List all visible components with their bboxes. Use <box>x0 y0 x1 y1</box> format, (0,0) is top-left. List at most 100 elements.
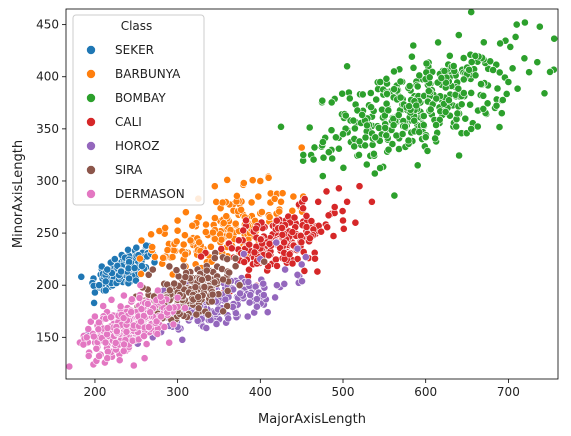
point-bombay <box>533 58 542 67</box>
point-cali <box>343 197 351 206</box>
point-bombay <box>546 68 554 76</box>
point-barbunya <box>179 240 188 249</box>
point-horoz <box>221 295 230 304</box>
point-bombay <box>525 68 533 77</box>
point-bombay <box>496 39 504 48</box>
point-bombay <box>328 154 337 163</box>
point-sira <box>200 283 209 291</box>
point-barbunya <box>270 194 279 203</box>
point-dermason <box>169 320 178 329</box>
y-tick-label: 450 <box>36 18 59 32</box>
point-bombay <box>382 74 391 83</box>
point-bombay <box>382 99 391 108</box>
legend-label: BOMBAY <box>115 91 166 105</box>
point-cali <box>272 216 281 225</box>
point-horoz <box>246 291 255 299</box>
y-tick-label: 400 <box>36 70 59 84</box>
point-cali <box>252 224 260 233</box>
point-bombay <box>277 122 285 131</box>
point-bombay <box>467 8 476 16</box>
point-cali <box>217 244 226 253</box>
point-cali <box>197 252 205 261</box>
point-bombay <box>398 130 407 138</box>
point-bombay <box>409 41 418 50</box>
point-bombay <box>454 84 463 93</box>
point-bombay <box>349 116 358 125</box>
point-bombay <box>318 96 327 105</box>
point-cali <box>311 254 319 263</box>
point-cali <box>285 250 294 259</box>
point-bombay <box>376 164 384 172</box>
point-sira <box>170 279 179 288</box>
point-dermason <box>107 295 116 304</box>
point-cali <box>245 240 254 249</box>
point-bombay <box>506 43 515 51</box>
point-dermason <box>157 312 165 321</box>
point-sira <box>231 262 240 271</box>
point-cali <box>240 258 249 266</box>
point-horoz <box>272 281 281 290</box>
point-bombay <box>493 84 502 93</box>
point-dermason <box>144 323 153 331</box>
point-dermason <box>92 344 101 353</box>
point-cali <box>234 236 243 245</box>
point-barbunya <box>173 216 182 225</box>
point-dermason <box>84 351 93 360</box>
point-bombay <box>465 65 473 74</box>
point-barbunya <box>223 175 232 184</box>
y-tick-label: 200 <box>36 278 59 292</box>
point-horoz <box>243 312 252 321</box>
point-bombay <box>339 130 347 138</box>
point-barbunya <box>278 189 287 198</box>
point-sira <box>202 266 211 275</box>
point-bombay <box>511 33 520 41</box>
point-cali <box>242 216 250 225</box>
point-bombay <box>341 111 350 120</box>
point-dermason <box>140 332 148 340</box>
point-horoz <box>271 293 279 302</box>
point-bombay <box>434 38 442 47</box>
point-bombay <box>432 94 441 103</box>
point-bombay <box>350 124 359 133</box>
point-sira <box>225 268 234 277</box>
point-bombay <box>361 133 370 142</box>
point-bombay <box>382 131 391 140</box>
point-dermason <box>181 304 189 312</box>
point-bombay <box>309 155 318 164</box>
point-bombay <box>421 133 430 142</box>
point-sira <box>223 286 232 295</box>
point-bombay <box>372 95 381 104</box>
point-bombay <box>384 145 393 154</box>
point-dermason <box>89 332 98 341</box>
point-dermason <box>86 317 95 326</box>
point-sira <box>210 254 219 262</box>
point-bombay <box>355 137 364 146</box>
point-bombay <box>550 34 559 43</box>
point-dermason <box>112 327 121 336</box>
point-seker <box>91 288 99 297</box>
point-bombay <box>381 124 390 132</box>
point-bombay <box>453 109 462 118</box>
point-bombay <box>425 73 434 82</box>
point-bombay <box>345 94 354 103</box>
point-bombay <box>495 68 504 77</box>
point-dermason <box>127 295 136 304</box>
point-bombay <box>413 82 422 91</box>
point-barbunya <box>163 246 172 254</box>
point-bombay <box>390 191 399 200</box>
point-bombay <box>471 71 480 80</box>
legend-box <box>72 14 205 206</box>
point-horoz <box>202 324 211 332</box>
point-bombay <box>445 51 454 60</box>
point-dermason <box>137 305 146 313</box>
point-sira <box>219 307 227 316</box>
point-dermason <box>103 324 112 332</box>
legend-marker <box>86 165 96 175</box>
point-dermason <box>122 327 131 336</box>
point-bombay <box>396 93 405 102</box>
point-bombay <box>353 106 362 115</box>
point-bombay <box>366 89 375 97</box>
point-bombay <box>432 121 440 129</box>
point-bombay <box>395 145 403 153</box>
